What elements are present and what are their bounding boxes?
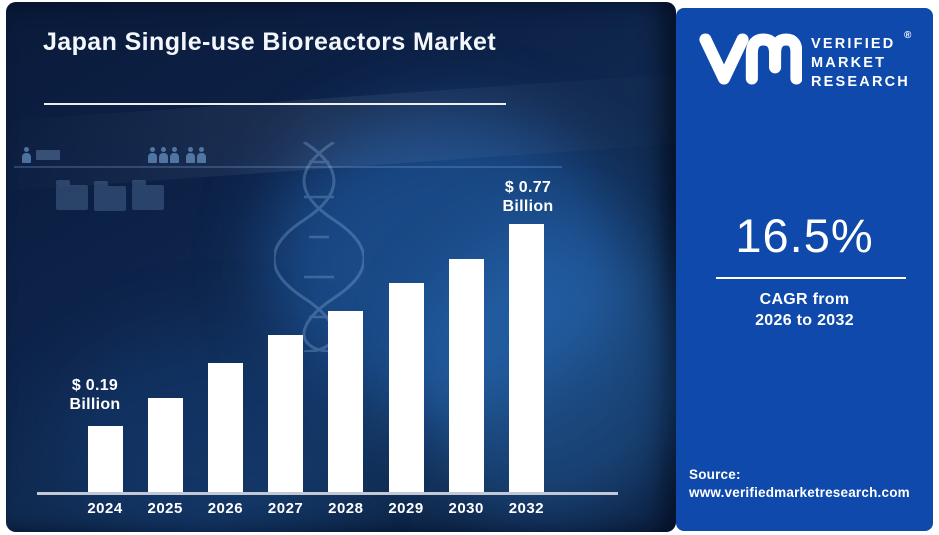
value-label-unit: Billion (69, 396, 121, 413)
bar-2024 (87, 426, 123, 492)
person-icon (148, 147, 157, 163)
folder-icon (132, 180, 164, 210)
bar-2028 (328, 311, 364, 492)
chart-panel: Japan Single-use Bioreactors Market 2024… (6, 2, 676, 532)
label-badge-shape (36, 150, 60, 160)
vmr-logo: VERIFIED MARKET RESEARCH ® (698, 26, 913, 92)
cagr-caption-line2: 2026 to 2032 (755, 312, 854, 329)
x-tick-2028: 2028 (328, 500, 364, 517)
x-tick-2030: 2030 (448, 500, 484, 517)
cagr-divider (716, 277, 906, 279)
registered-trademark-icon: ® (904, 30, 912, 41)
person-icon (186, 147, 195, 163)
person-icon (159, 147, 168, 163)
cagr-caption-line1: CAGR from (759, 291, 850, 308)
bar-2032 (508, 224, 544, 492)
source-label: Source: (689, 467, 741, 482)
value-label-2024: $ 0.19 Billion (35, 376, 155, 414)
logo-line-research: RESEARCH (811, 74, 910, 90)
x-tick-2032: 2032 (508, 500, 545, 517)
person-icon (197, 147, 206, 163)
person-icon (170, 147, 179, 163)
logo-line-verified: VERIFIED (811, 36, 896, 52)
value-label-amount: $ 0.77 (504, 179, 552, 196)
cagr-caption: CAGR from 2026 to 2032 (676, 289, 933, 331)
source-url[interactable]: www.verifiedmarketresearch.com (689, 485, 910, 500)
x-axis-line (37, 492, 618, 495)
value-label-2032: $ 0.77 Billion (468, 178, 588, 216)
x-tick-2026: 2026 (207, 500, 244, 517)
folder-icon (94, 181, 126, 211)
x-tick-2024: 2024 (87, 500, 123, 517)
bar-2025 (147, 398, 183, 492)
x-tick-2027: 2027 (267, 500, 304, 517)
logo-line-market: MARKET (811, 55, 887, 71)
background-shelf-line (14, 166, 562, 168)
bar-chart: 2024 2025 2026 2027 2028 2029 2030 2032 $ 0.19 … (6, 2, 676, 532)
value-label-unit: Billion (502, 198, 554, 215)
page-title: Japan Single-use Bioreactors Market (43, 28, 497, 56)
value-label-amount: $ 0.19 (71, 377, 119, 394)
title-underline (44, 103, 506, 105)
cagr-value: 16.5% (735, 209, 874, 262)
folder-icon (56, 180, 88, 210)
background-glow (266, 112, 626, 412)
bar-2027 (268, 335, 304, 492)
bar-2029 (388, 283, 424, 492)
bar-2030 (448, 259, 484, 492)
brand-panel: VERIFIED MARKET RESEARCH ® 16.5% CAGR fr… (676, 8, 933, 531)
logo-wordmark: VERIFIED MARKET RESEARCH (811, 35, 910, 92)
vmr-monogram-icon (699, 33, 802, 85)
person-icon (22, 147, 31, 163)
bar-2026 (207, 363, 243, 492)
source-block: Source: www.verifiedmarketresearch.com (689, 466, 910, 502)
x-tick-2029: 2029 (388, 500, 424, 517)
x-tick-2025: 2025 (147, 500, 183, 517)
